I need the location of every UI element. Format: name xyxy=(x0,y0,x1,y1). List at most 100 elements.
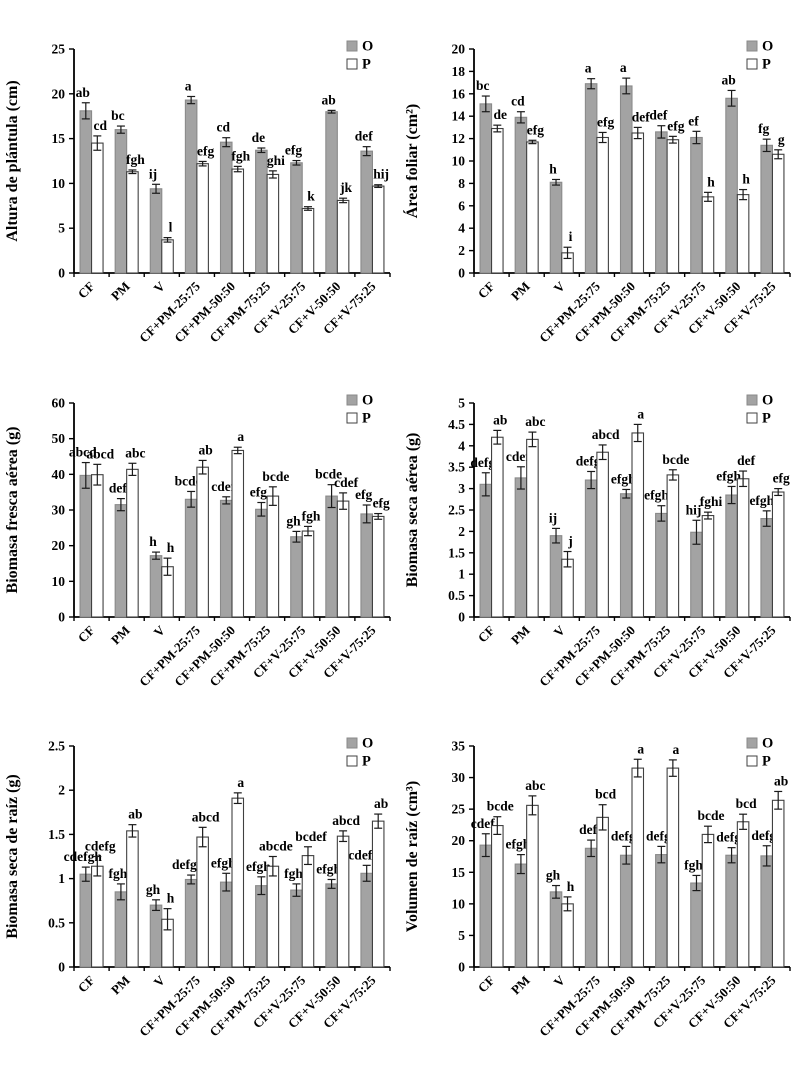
bar-P xyxy=(371,820,385,968)
significance-letter: a xyxy=(185,78,192,93)
category-label: V xyxy=(551,278,569,296)
bar-P xyxy=(526,804,539,968)
y-tick-label: 1 xyxy=(458,567,465,582)
bar-P xyxy=(561,558,574,618)
bar-O xyxy=(514,116,528,274)
error-bar xyxy=(727,485,736,505)
error-bar xyxy=(739,188,748,201)
significance-letter: h xyxy=(167,540,175,555)
significance-letter: efgh xyxy=(506,837,531,852)
significance-letter: fgh xyxy=(231,148,250,163)
significance-letter: fg xyxy=(758,121,769,136)
y-tick-label: 1 xyxy=(58,871,65,886)
bar-P xyxy=(91,142,104,274)
y-tick-label: 4 xyxy=(458,221,465,236)
error-bar xyxy=(163,908,172,931)
significance-letter: efg xyxy=(667,118,684,133)
significance-letter: cdefg xyxy=(348,847,379,862)
bar-O xyxy=(219,499,233,618)
significance-letter: defg xyxy=(470,455,495,470)
bar-O xyxy=(149,188,163,274)
error-bar xyxy=(233,792,242,805)
error-bar xyxy=(198,459,207,475)
bar-P xyxy=(666,139,680,274)
y-tick-label: 25 xyxy=(452,802,466,817)
significance-letter: a xyxy=(620,60,627,75)
significance-letter: bcde xyxy=(662,452,689,467)
y-tick-label: 30 xyxy=(452,770,466,785)
significance-letter: cdef xyxy=(471,816,495,831)
bar-O xyxy=(219,881,233,968)
bar-O xyxy=(255,508,268,618)
error-bar xyxy=(727,89,736,107)
error-bar xyxy=(362,864,371,882)
y-tick-label: 40 xyxy=(52,467,66,482)
chart-biomasa-seca-aerea: 0 0.5 1 1.5 2 2.5 3 3.5 4 4.5 5 Biomasa seca aérea … xyxy=(400,348,800,704)
significance-letter: a xyxy=(237,429,244,444)
significance-letter: abc xyxy=(525,414,545,429)
error-bar xyxy=(152,183,161,194)
significance-letter: defg xyxy=(576,453,601,468)
legend: OP xyxy=(346,39,373,73)
category-label: CF xyxy=(475,622,498,645)
bar-P xyxy=(771,491,785,618)
significance-letter: abcd xyxy=(592,427,620,442)
legend: OP xyxy=(346,736,373,770)
bar-P xyxy=(491,436,504,618)
significance-letter: bc xyxy=(111,108,125,123)
significance-letter: de xyxy=(252,130,266,145)
legend-swatch-O xyxy=(746,737,758,749)
significance-letter: a xyxy=(637,741,644,756)
y-tick-label: 5 xyxy=(458,928,465,943)
bar-P xyxy=(301,530,315,618)
error-bar xyxy=(339,197,348,204)
error-bar xyxy=(493,816,502,835)
bar-O xyxy=(725,494,738,618)
bar-O xyxy=(325,111,338,274)
significance-letter: fgh xyxy=(284,866,303,881)
bar-O xyxy=(760,855,773,968)
significance-letter: a xyxy=(585,61,592,76)
error-bar xyxy=(187,874,196,885)
error-bar xyxy=(552,884,561,899)
error-bar xyxy=(128,462,137,477)
significance-letter: gh xyxy=(146,882,161,897)
bar-P xyxy=(336,199,350,274)
legend-label-P: P xyxy=(762,57,771,73)
error-bar xyxy=(116,883,125,901)
bar-P xyxy=(666,767,680,968)
significance-letter: hij xyxy=(373,167,389,182)
bar-O xyxy=(114,129,128,274)
significance-letter: cdef xyxy=(334,475,358,490)
error-bar xyxy=(657,845,666,864)
error-bar xyxy=(362,146,371,157)
significance-letter: ab xyxy=(493,412,507,427)
significance-letter: bcd xyxy=(595,787,617,802)
significance-letter: def xyxy=(355,129,374,144)
error-bar xyxy=(493,124,502,133)
error-bar xyxy=(116,497,125,512)
bar-O xyxy=(184,498,198,618)
error-bar xyxy=(587,470,596,490)
bar-O xyxy=(255,149,268,274)
significance-letter: abc xyxy=(125,445,145,460)
significance-letter: gh xyxy=(286,513,301,528)
error-bar xyxy=(339,830,348,843)
error-bar xyxy=(187,490,196,508)
chart-svg: 0 0.5 1 1.5 2 2.5 3 3.5 4 4.5 5 Biomasa seca aérea … xyxy=(404,393,791,689)
category-label: PM xyxy=(108,623,133,648)
significance-letter: g xyxy=(778,132,785,147)
error-bar xyxy=(552,527,561,544)
chart-biomasa-seca-de-raiz: 0 0.5 1 1.5 2 2.5 Biomasa seca de raíz (g) cdef… xyxy=(0,704,400,1061)
legend-swatch-P xyxy=(346,58,358,70)
error-bar xyxy=(657,125,666,139)
legend-swatch-P xyxy=(746,755,758,767)
bar-P xyxy=(91,865,104,968)
error-bar xyxy=(222,137,231,148)
significance-letter: ab xyxy=(774,773,788,788)
bar-P xyxy=(301,207,315,274)
significance-letter: efghi xyxy=(644,488,673,503)
significance-letter: bcde xyxy=(487,799,514,814)
